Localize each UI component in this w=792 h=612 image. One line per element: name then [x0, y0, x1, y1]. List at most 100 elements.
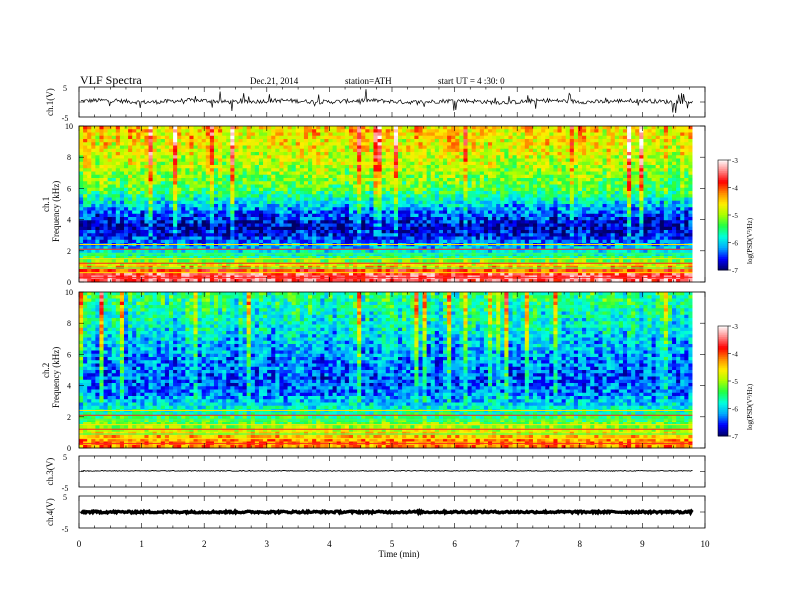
spectrogram-cell — [111, 213, 117, 218]
spectrogram-cell — [524, 191, 530, 195]
spectrogram-cell — [123, 226, 129, 231]
spectrogram-cell — [132, 197, 137, 202]
spectrogram-cell — [643, 161, 648, 166]
spectrogram-cell — [238, 129, 243, 133]
spectrogram-cell — [483, 230, 489, 234]
spectrogram-cell — [336, 142, 342, 146]
spectrogram-cell — [287, 152, 293, 156]
spectrogram-cell — [688, 158, 693, 163]
spectrogram-cell — [254, 197, 260, 202]
spectrogram-cell — [87, 220, 92, 224]
spectrogram-cell — [111, 165, 117, 169]
spectrogram-cell — [475, 200, 481, 205]
spectrogram-cell — [680, 152, 685, 156]
spectrogram-cell — [467, 217, 473, 221]
spectrogram-cell — [79, 178, 84, 182]
spectrogram-cell — [226, 158, 231, 163]
spectrogram-cell — [573, 210, 579, 215]
spectrogram-cell — [385, 191, 391, 195]
spectrogram-cell — [160, 132, 166, 137]
spectrogram-cell — [385, 142, 391, 146]
spectrogram-cell — [156, 204, 162, 208]
spectrogram-cell — [295, 171, 301, 176]
spectrogram-cell — [573, 129, 579, 133]
spectrogram-cell — [324, 187, 329, 192]
spectrogram-cell — [516, 161, 522, 166]
spectrogram-cell — [471, 126, 477, 130]
spectrogram-cell — [242, 230, 248, 234]
spectrogram-cell — [381, 135, 387, 140]
spectrogram-cell — [500, 155, 505, 159]
spectrogram-cell — [258, 223, 264, 228]
spectrogram-cell — [177, 217, 182, 221]
spectrogram-cell — [222, 220, 227, 224]
spectrogram-cell — [83, 220, 88, 224]
spectrogram-cell — [156, 158, 162, 163]
spectrogram-cell — [414, 191, 419, 195]
spectrogram-cell — [422, 165, 428, 169]
spectrogram-cell — [483, 132, 489, 137]
spectrogram-cell — [226, 155, 231, 159]
spectrogram-cell — [532, 220, 538, 224]
spectrogram-cell — [357, 194, 362, 198]
spectrogram-cell — [152, 194, 158, 198]
spectrogram-cell — [443, 171, 448, 176]
spectrogram-cell — [643, 145, 648, 150]
spectrogram-cell — [524, 217, 530, 221]
spectrogram-cell — [160, 191, 166, 195]
spectrogram-cell — [164, 217, 170, 221]
spectrogram-cell — [385, 230, 391, 234]
spectrogram-cell — [303, 126, 309, 130]
spectrogram-cell — [545, 152, 550, 156]
spectrogram-cell — [107, 184, 113, 189]
spectrogram-cell — [107, 152, 113, 156]
spectrogram-cell — [344, 165, 350, 169]
spectrogram-cell — [631, 165, 636, 169]
spectrogram-cell — [168, 152, 174, 156]
spectrogram-cell — [275, 213, 280, 218]
spectrogram-cell — [156, 145, 162, 150]
spectrogram-cell — [561, 207, 567, 211]
spectrogram-cell — [443, 132, 448, 137]
spectrogram-cell — [606, 213, 612, 218]
spectrogram-cell — [487, 126, 493, 130]
spectrogram-cell — [414, 171, 419, 176]
spectrogram-cell — [111, 145, 117, 150]
spectrogram-cell — [107, 210, 113, 215]
spectrogram-cell — [99, 145, 104, 150]
spectrogram-cell — [463, 135, 468, 140]
spectrogram-cell — [537, 142, 542, 146]
spectrogram-cell — [438, 204, 444, 208]
spectrogram-cell — [680, 158, 685, 163]
spectrogram-cell — [398, 142, 403, 146]
spectrogram-cell — [148, 223, 154, 228]
spectrogram-cell — [500, 148, 505, 153]
spectrogram-cell — [651, 217, 657, 221]
spectrogram-cell — [467, 223, 473, 228]
spectrogram-cell — [643, 129, 648, 133]
spectrogram-cell — [492, 194, 497, 198]
spectrogram-cell — [651, 148, 657, 153]
spectrogram-cell — [459, 145, 464, 150]
spectrogram-cell — [537, 197, 542, 202]
spectrogram-cell — [594, 213, 599, 218]
spectrogram-cell — [144, 168, 149, 172]
spectrogram-cell — [479, 226, 485, 231]
spectrogram-cell — [659, 200, 665, 205]
spectrogram-cell — [365, 220, 370, 224]
spectrogram-cell — [91, 191, 96, 195]
spectrogram-cell — [136, 200, 141, 205]
spectrogram-cell — [553, 148, 558, 153]
spectrogram-cell — [553, 213, 558, 218]
spectrogram-cell — [561, 168, 567, 172]
spectrogram-cell — [283, 174, 288, 179]
spectrogram-cell — [492, 161, 497, 166]
spectrogram-cell — [500, 174, 505, 179]
spectrogram-cell — [573, 158, 579, 163]
spectrogram-cell — [651, 226, 657, 231]
spectrogram-cell — [185, 152, 190, 156]
spectrogram-cell — [377, 155, 383, 159]
spectrogram-cell — [87, 213, 92, 218]
spectrogram-cell — [508, 161, 513, 166]
spectrogram-cell — [148, 220, 154, 224]
